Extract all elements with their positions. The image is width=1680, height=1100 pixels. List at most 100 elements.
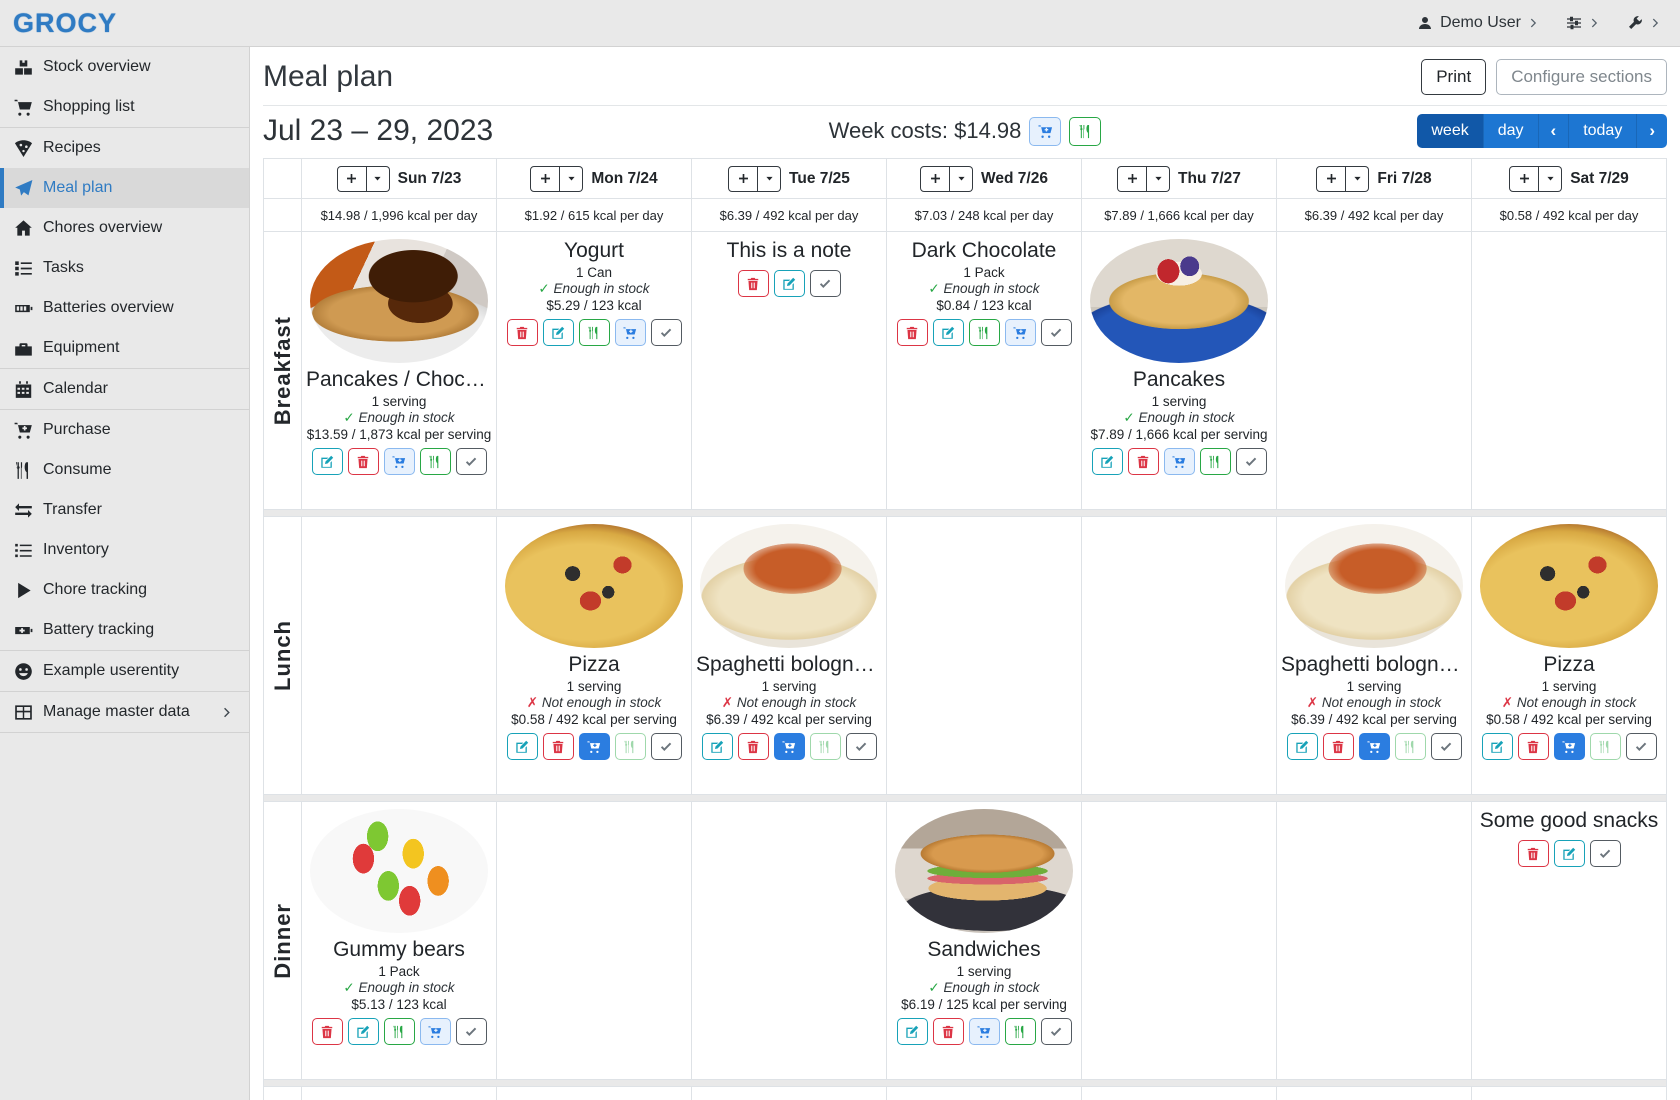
mark-done-button[interactable] (650, 319, 682, 347)
mark-done-button[interactable] (845, 733, 877, 761)
meal-cell-lunch-sat-7-29[interactable]: Pizza 1 serving ✗ Not enough in stock $0.58… (1472, 517, 1667, 795)
add-meal-button[interactable] (1316, 165, 1347, 192)
meal-cell-breakfast-sun-7-23[interactable]: Pancakes / Chocol... 1 serving ✓ Enough in… (302, 232, 497, 510)
entry-title[interactable]: Pizza (568, 653, 620, 676)
meal-cell-breakfast-thu-7-27[interactable]: Pancakes 1 serving ✓ Enough in stock $7.89 … (1082, 232, 1277, 510)
entry-title[interactable]: Pancakes (1132, 368, 1226, 391)
delete-button[interactable] (932, 1018, 964, 1046)
sidebar-item-battery-tracking[interactable]: Battery tracking (0, 610, 249, 650)
meal-cell-lunch-mon-7-24[interactable]: Pizza 1 serving ✗ Not enough in stock $0.58… (497, 517, 692, 795)
meal-cell-dinner-mon-7-24[interactable] (497, 802, 692, 1080)
add-meal-caret-button[interactable] (366, 165, 390, 192)
sidebar-item-calendar[interactable]: Calendar (0, 369, 249, 409)
user-menu[interactable]: Demo User (1417, 14, 1540, 32)
sidebar-item-chores-overview[interactable]: Chores overview (0, 208, 249, 248)
sidebar-item-recipes[interactable]: Recipes (0, 128, 249, 168)
delete-button[interactable] (542, 733, 574, 761)
print-button[interactable]: Print (1421, 59, 1487, 95)
edit-button[interactable] (701, 733, 733, 761)
add-meal-caret-button[interactable] (1147, 165, 1171, 192)
mark-done-button[interactable] (1430, 733, 1462, 761)
meal-cell-lunch-fri-7-28[interactable]: Spaghetti bolognese 1 serving ✗ Not enough… (1277, 517, 1472, 795)
prev-week-button[interactable]: ‹ (1537, 114, 1569, 148)
sidebar-item-example-userentity[interactable]: Example userentity (0, 651, 249, 691)
mark-done-button[interactable] (650, 733, 682, 761)
add-to-shopping-list-button[interactable] (1358, 733, 1390, 761)
configure-sections-button[interactable]: Configure sections (1496, 59, 1667, 95)
delete-button[interactable] (737, 733, 769, 761)
entry-title[interactable]: Some good snacks (1479, 809, 1659, 832)
sidebar-item-meal-plan[interactable]: Meal plan (0, 168, 249, 208)
meal-cell-dinner-fri-7-28[interactable] (1277, 802, 1472, 1080)
consume-button[interactable] (1199, 448, 1231, 476)
entry-title[interactable]: Spaghetti bolognese (696, 653, 882, 676)
consume-button[interactable] (809, 733, 841, 761)
entry-title[interactable]: Spaghetti bolognese (1281, 653, 1467, 676)
add-to-shopping-list-button[interactable] (578, 733, 610, 761)
add-meal-caret-button[interactable] (950, 165, 974, 192)
delete-button[interactable] (896, 319, 928, 347)
sandwich-image[interactable] (895, 809, 1073, 933)
sidebar-item-consume[interactable]: Consume (0, 450, 249, 490)
entry-title[interactable]: Pizza (1543, 653, 1595, 676)
view-day-button[interactable]: day (1482, 114, 1538, 148)
meal-cell-dinner-sat-7-29[interactable]: Some good snacks (1472, 802, 1667, 1080)
entry-title[interactable]: Yogurt (564, 239, 624, 262)
entry-title[interactable]: This is a note (726, 239, 852, 262)
delete-button[interactable] (506, 319, 538, 347)
meal-cell-breakfast-tue-7-25[interactable]: This is a note (692, 232, 887, 510)
mark-done-button[interactable] (809, 270, 841, 298)
entry-title[interactable]: Dark Chocolate (911, 239, 1057, 262)
mark-done-button[interactable] (455, 1018, 487, 1046)
delete-button[interactable] (1322, 733, 1354, 761)
meal-cell-dinner-wed-7-26[interactable]: Sandwiches 1 serving ✓ Enough in stock $6.1… (887, 802, 1082, 1080)
meal-cell-lunch-wed-7-26[interactable] (887, 517, 1082, 795)
meal-cell-lunch-tue-7-25[interactable]: Spaghetti bolognese 1 serving ✗ Not enough… (692, 517, 887, 795)
consume-button[interactable] (1004, 1018, 1036, 1046)
spaghetti-image[interactable] (700, 524, 878, 648)
meal-cell-breakfast-wed-7-26[interactable]: Dark Chocolate 1 Pack ✓ Enough in stock $0.… (887, 232, 1082, 510)
pancakes-image[interactable] (1090, 239, 1268, 363)
mark-done-button[interactable] (1235, 448, 1267, 476)
edit-button[interactable] (311, 448, 343, 476)
add-meal-button[interactable] (728, 165, 759, 192)
add-to-shopping-list-button[interactable] (419, 1018, 451, 1046)
delete-button[interactable] (311, 1018, 343, 1046)
add-to-shopping-list-button[interactable] (968, 1018, 1000, 1046)
edit-button[interactable] (347, 1018, 379, 1046)
edit-button[interactable] (1091, 448, 1123, 476)
entry-title[interactable]: Sandwiches (927, 938, 1041, 961)
pizza-image[interactable] (505, 524, 683, 648)
meal-cell-lunch-sun-7-23[interactable] (302, 517, 497, 795)
add-meal-caret-button[interactable] (1539, 165, 1563, 192)
sidebar-item-inventory[interactable]: Inventory (0, 530, 249, 570)
pancakes-chocolate-image[interactable] (310, 239, 488, 363)
meal-cell-breakfast-sat-7-29[interactable] (1472, 232, 1667, 510)
add-to-shopping-list-button[interactable] (1163, 448, 1195, 476)
sidebar-item-equipment[interactable]: Equipment (0, 328, 249, 368)
edit-button[interactable] (1481, 733, 1513, 761)
sidebar-item-purchase[interactable]: Purchase (0, 410, 249, 450)
consume-button[interactable] (1394, 733, 1426, 761)
today-button[interactable]: today (1568, 114, 1637, 148)
edit-button[interactable] (1286, 733, 1318, 761)
next-week-button[interactable]: › (1636, 114, 1667, 148)
add-meal-caret-button[interactable] (560, 165, 584, 192)
mark-done-button[interactable] (1040, 319, 1072, 347)
sidebar-item-transfer[interactable]: Transfer (0, 490, 249, 530)
meal-cell-dinner-tue-7-25[interactable] (692, 802, 887, 1080)
sidebar-item-batteries-overview[interactable]: Batteries overview (0, 288, 249, 328)
consume-button[interactable] (419, 448, 451, 476)
entry-title[interactable]: Gummy bears (333, 938, 465, 961)
add-meal-button[interactable] (1509, 165, 1540, 192)
edit-button[interactable] (542, 319, 574, 347)
delete-button[interactable] (737, 270, 769, 298)
consume-button[interactable] (968, 319, 1000, 347)
mark-done-button[interactable] (1625, 733, 1657, 761)
add-to-shopping-list-button[interactable] (1004, 319, 1036, 347)
add-meal-caret-button[interactable] (758, 165, 782, 192)
add-meal-button[interactable] (1117, 165, 1148, 192)
edit-button[interactable] (506, 733, 538, 761)
meal-cell-lunch-thu-7-27[interactable] (1082, 517, 1277, 795)
consume-button[interactable] (578, 319, 610, 347)
